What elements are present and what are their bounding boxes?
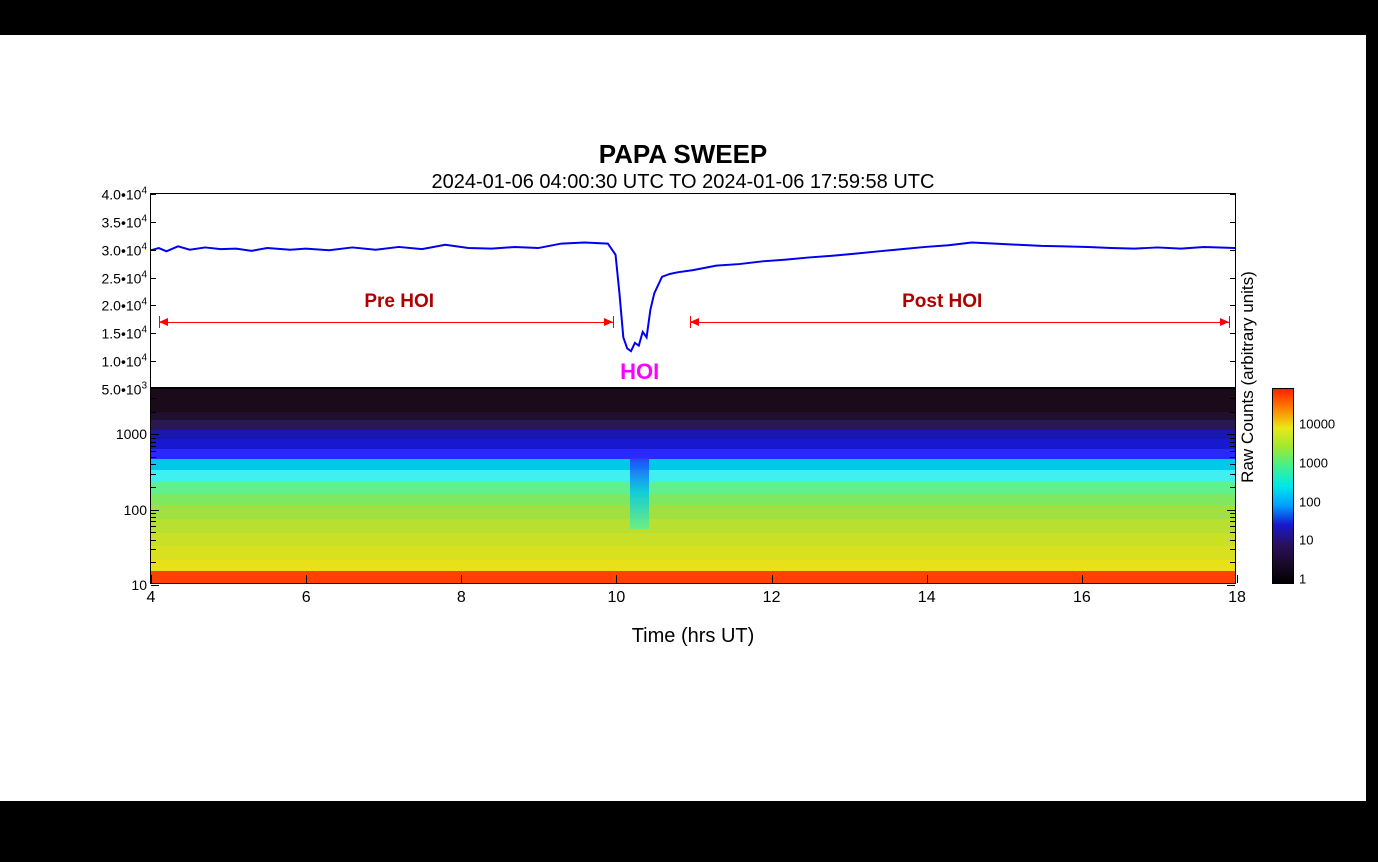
subtitle: 2024-01-06 04:00:30 UTC TO 2024-01-06 17… (0, 171, 1366, 194)
spec-row (151, 405, 1235, 413)
line-ytick: 3.0•104 (102, 241, 148, 258)
colorbar-tick: 1 (1299, 572, 1306, 587)
annotation-post-hoi: Post HOI (902, 291, 982, 313)
spec-row (151, 439, 1235, 449)
spec-row (151, 482, 1235, 494)
plot-area: 5.0•1031.0•1041.5•1042.0•1042.5•1043.0•1… (150, 193, 1236, 624)
spec-row (151, 505, 1235, 519)
spec-row (151, 397, 1235, 405)
line-ytick: 3.5•104 (102, 214, 148, 231)
x-tick: 18 (1228, 589, 1246, 607)
spec-row (151, 389, 1235, 397)
line-panel: 5.0•1031.0•1041.5•1042.0•1042.5•1043.0•1… (150, 193, 1236, 388)
line-ytick: 1.5•104 (102, 325, 148, 342)
spec-row (151, 430, 1235, 440)
line-ytick: 2.5•104 (102, 269, 148, 286)
spec-ytick: 10 (131, 577, 147, 593)
spec-ytick: 1000 (116, 426, 147, 442)
colorbar-tick: 10 (1299, 533, 1313, 548)
spec-ytick: 100 (124, 502, 147, 518)
spec-row (151, 519, 1235, 533)
colorbar-tick: 1000 (1299, 455, 1328, 470)
x-tick: 8 (457, 589, 466, 607)
x-tick: 10 (608, 589, 626, 607)
colorbar: 110100100010000 (1272, 388, 1294, 584)
annotation-pre-hoi: Pre HOI (364, 291, 434, 313)
spec-row (151, 546, 1235, 560)
spec-row (151, 470, 1235, 482)
spec-row (151, 560, 1235, 572)
line-ytick: 5.0•103 (102, 381, 148, 398)
line-chart (151, 194, 1235, 387)
colorbar-tick: 100 (1299, 494, 1321, 509)
x-tick: 14 (918, 589, 936, 607)
spec-row (151, 420, 1235, 430)
colorbar-label: Raw Counts (arbitrary units) (1238, 267, 1258, 487)
spec-row (151, 412, 1235, 420)
main-title: PAPA SWEEP (0, 139, 1366, 170)
spec-row (151, 494, 1235, 506)
line-ytick: 4.0•104 (102, 186, 148, 203)
x-axis-label: Time (hrs UT) (150, 625, 1236, 648)
line-ytick: 2.0•104 (102, 297, 148, 314)
spec-dip (630, 455, 649, 529)
spectrogram-panel: 101001000 4681012141618 (150, 388, 1236, 584)
x-tick: 16 (1073, 589, 1091, 607)
spec-row (151, 533, 1235, 547)
spec-row (151, 449, 1235, 459)
colorbar-tick: 10000 (1299, 416, 1335, 431)
page: PAPA SWEEP 2024-01-06 04:00:30 UTC TO 20… (0, 35, 1366, 801)
annotation-arrow (159, 322, 613, 323)
spec-row (151, 459, 1235, 471)
annotation-hoi: HOI (620, 359, 659, 385)
x-tick: 6 (302, 589, 311, 607)
x-tick: 4 (147, 589, 156, 607)
line-ytick: 1.0•104 (102, 353, 148, 370)
annotation-arrow (690, 322, 1229, 323)
x-tick: 12 (763, 589, 781, 607)
